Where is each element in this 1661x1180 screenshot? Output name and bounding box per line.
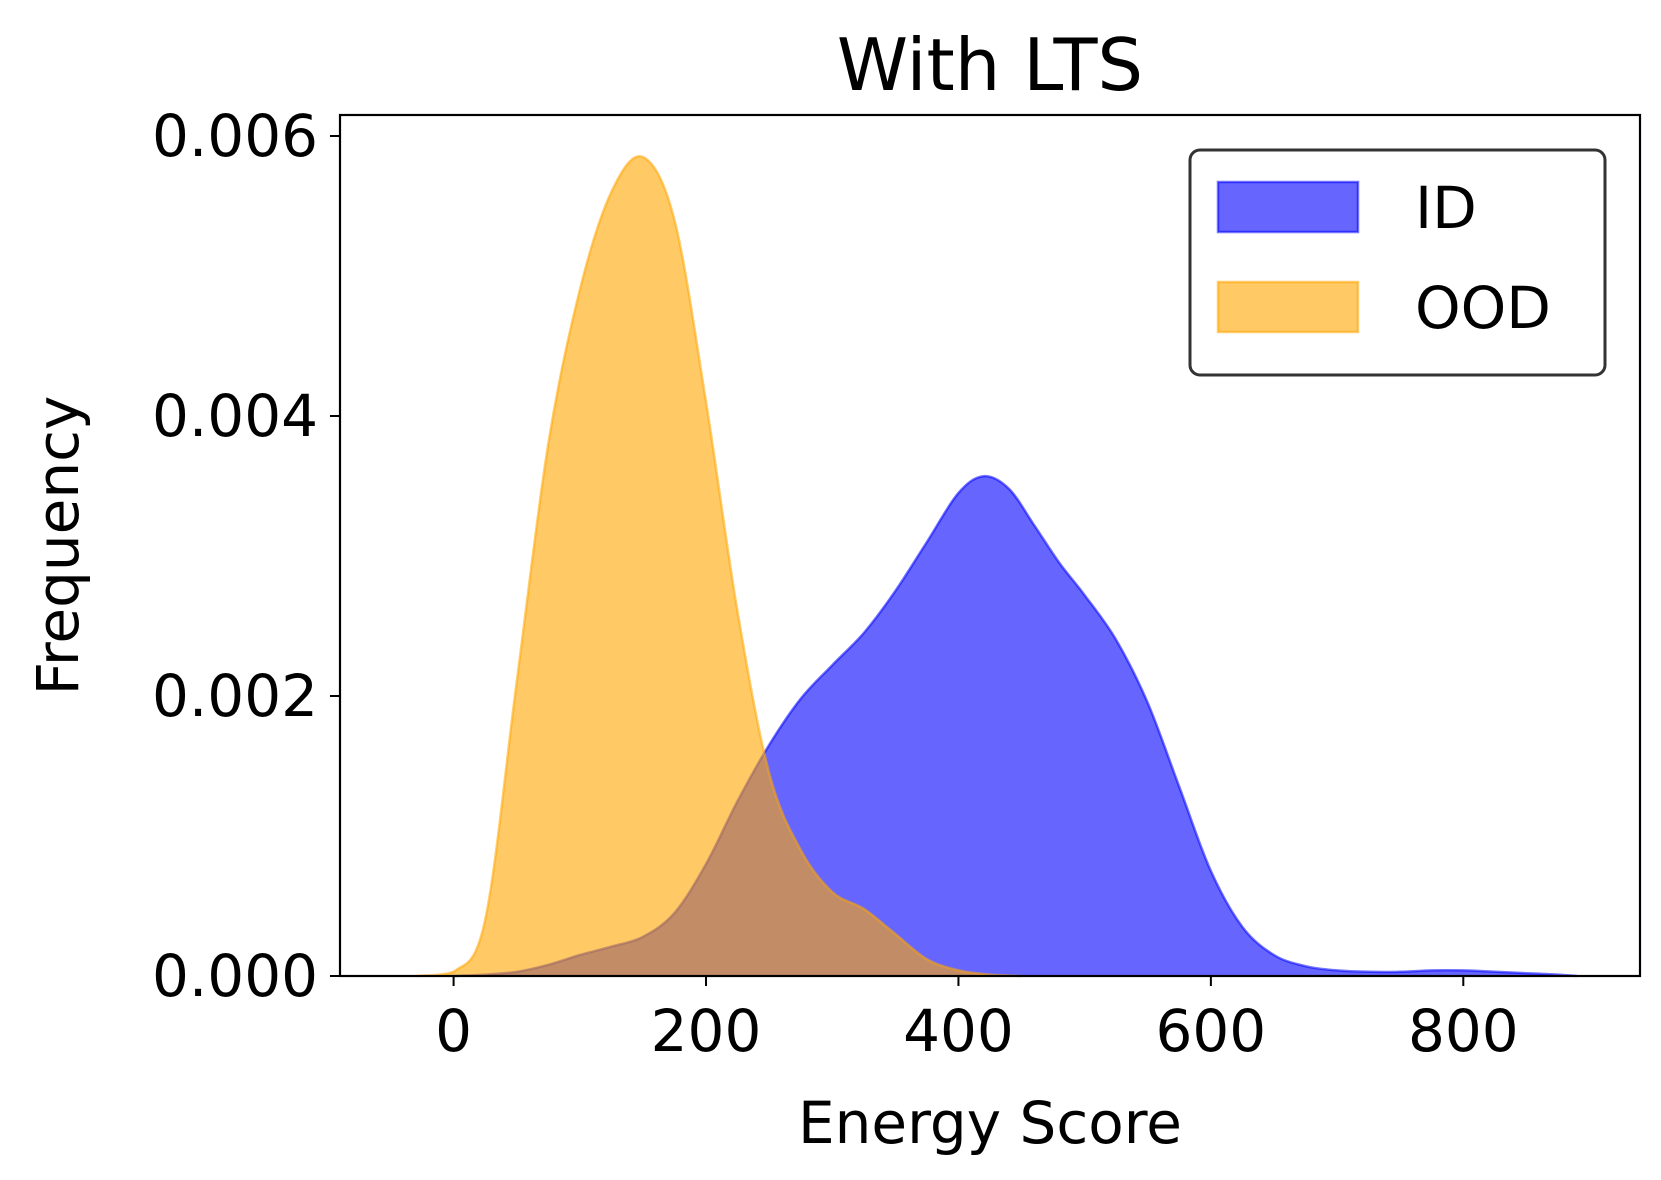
legend-swatch-ood xyxy=(1216,280,1360,334)
x-tick-label: 600 xyxy=(1156,997,1267,1065)
y-tick-label: 0.006 xyxy=(152,102,318,170)
series-ood-area xyxy=(415,156,1022,977)
x-axis-label: Energy Score xyxy=(798,1089,1182,1157)
series-layer xyxy=(415,155,1577,978)
plot-frame xyxy=(338,113,1642,978)
y-axis-label: Frequency xyxy=(24,396,92,696)
y-tick-label: 0.002 xyxy=(152,662,318,730)
chart-title: With LTS xyxy=(837,23,1143,107)
x-axis: 0 200 400 600 800 xyxy=(435,976,1519,1065)
y-axis: 0.000 0.002 0.004 0.006 xyxy=(152,102,340,1010)
legend-label-ood: OOD xyxy=(1415,274,1551,342)
y-tick-label: 0.000 xyxy=(152,942,318,1010)
legend-swatch-id xyxy=(1216,180,1360,234)
series-ood-line xyxy=(415,155,1022,978)
x-tick-label: 200 xyxy=(651,997,762,1065)
legend-label-id: ID xyxy=(1415,174,1477,242)
x-tick-label: 0 xyxy=(435,997,472,1065)
x-tick-label: 800 xyxy=(1408,997,1519,1065)
legend: ID OOD xyxy=(1188,148,1607,377)
y-tick-label: 0.004 xyxy=(152,382,318,450)
x-tick-label: 400 xyxy=(903,997,1014,1065)
